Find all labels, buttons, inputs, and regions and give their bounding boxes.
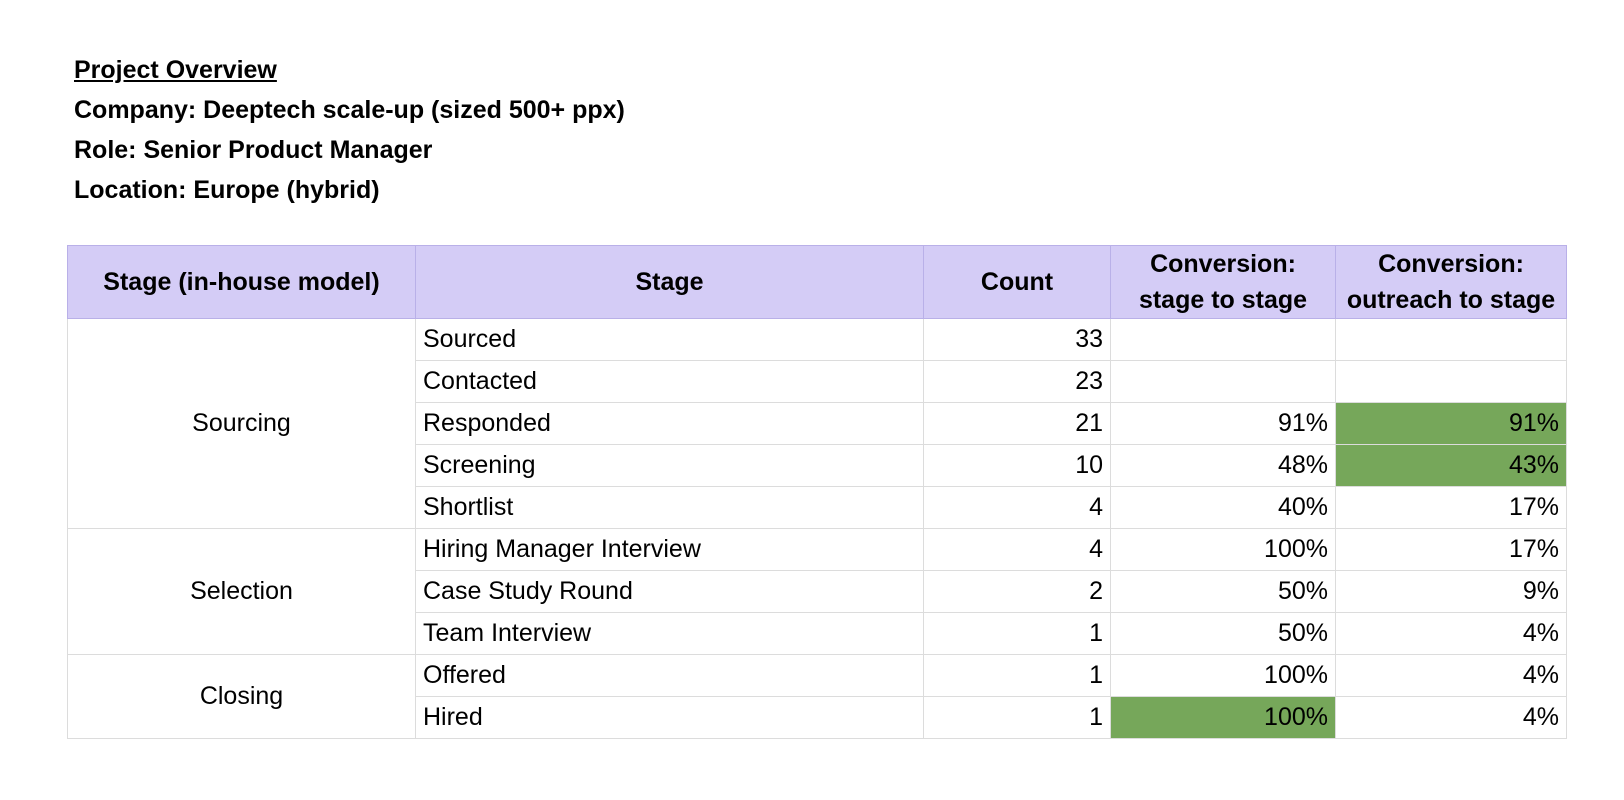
stage-cell[interactable]: Hiring Manager Interview [415,528,924,571]
count-cell[interactable]: 1 [923,612,1111,655]
table-row: Selection Hiring Manager Interview 4 100… [67,528,1567,655]
group-closing[interactable]: Closing [67,654,416,739]
stage-conv-cell[interactable] [1110,318,1336,361]
outreach-conv-cell[interactable]: 4% [1335,612,1567,655]
count-cell[interactable]: 33 [923,318,1111,361]
table-row: Screening 10 48% 43% [68,444,1567,487]
outreach-conv-cell[interactable] [1335,360,1567,403]
table-row: Case Study Round 2 50% 9% [68,570,1567,613]
stage-conv-cell[interactable]: 100% [1110,528,1336,571]
count-cell[interactable]: 23 [923,360,1111,403]
stage-cell[interactable]: Contacted [415,360,924,403]
table-row: Sourcing Sourced 33 [67,318,1567,529]
table-row: Closing Offered 1 100% 4% [67,654,1567,739]
outreach-conv-cell[interactable]: 17% [1335,486,1567,529]
project-overview: Project Overview Company: Deeptech scale… [74,50,625,210]
stage-cell[interactable]: Shortlist [415,486,924,529]
stage-conv-cell[interactable]: 50% [1110,570,1336,613]
outreach-conv-cell[interactable] [1335,318,1567,361]
count-cell[interactable]: 1 [923,696,1111,739]
stage-conv-cell[interactable]: 48% [1110,444,1336,487]
stage-cell[interactable]: Screening [415,444,924,487]
outreach-conv-cell[interactable]: 4% [1335,696,1567,739]
header-stage[interactable]: Stage [415,245,924,319]
header-conv-stage-line2: stage to stage [1138,286,1308,314]
table-row: Hired 1 100% 4% [68,696,1567,739]
count-cell[interactable]: 4 [923,528,1111,571]
header-row: Stage (in-house model) Stage Count Conve… [67,245,1567,319]
table-row: Shortlist 4 40% 17% [68,486,1567,529]
count-cell[interactable]: 10 [923,444,1111,487]
table-row: Team Interview 1 50% 4% [68,612,1567,655]
header-model-stage[interactable]: Stage (in-house model) [67,245,416,319]
stage-cell[interactable]: Hired [415,696,924,739]
header-conv-outreach[interactable]: Conversion: outreach to stage [1335,245,1567,319]
group-selection[interactable]: Selection [67,528,416,655]
stage-conv-cell[interactable]: 40% [1110,486,1336,529]
count-cell[interactable]: 1 [923,654,1111,697]
table-row: Contacted 23 [68,360,1567,403]
header-conv-stage[interactable]: Conversion: stage to stage [1110,245,1336,319]
count-cell[interactable]: 4 [923,486,1111,529]
outreach-conv-cell[interactable]: 9% [1335,570,1567,613]
stage-cell[interactable]: Sourced [415,318,924,361]
stage-conv-cell[interactable]: 100% [1110,696,1336,739]
stage-cell[interactable]: Case Study Round [415,570,924,613]
stage-conv-cell[interactable]: 100% [1110,654,1336,697]
stage-conv-cell[interactable] [1110,360,1336,403]
overview-title: Project Overview [74,56,277,84]
header-conv-outreach-line2: outreach to stage [1346,286,1556,314]
stage-cell[interactable]: Responded [415,402,924,445]
role-line: Role: Senior Product Manager [74,136,433,164]
company-line: Company: Deeptech scale-up (sized 500+ p… [74,96,625,124]
stage-conv-cell[interactable]: 91% [1110,402,1336,445]
stage-cell[interactable]: Offered [415,654,924,697]
location-line: Location: Europe (hybrid) [74,176,380,204]
header-conv-stage-line1: Conversion: [1150,250,1296,278]
outreach-conv-cell[interactable]: 4% [1335,654,1567,697]
header-count[interactable]: Count [923,245,1111,319]
group-sourcing[interactable]: Sourcing [67,318,416,529]
outreach-conv-cell[interactable]: 17% [1335,528,1567,571]
count-cell[interactable]: 21 [923,402,1111,445]
outreach-conv-cell[interactable]: 43% [1335,444,1567,487]
count-cell[interactable]: 2 [923,570,1111,613]
stage-conv-cell[interactable]: 50% [1110,612,1336,655]
stage-cell[interactable]: Team Interview [415,612,924,655]
outreach-conv-cell[interactable]: 91% [1335,402,1567,445]
header-conv-outreach-line1: Conversion: [1378,250,1524,278]
pipeline-table: Stage (in-house model) Stage Count Conve… [67,245,1567,739]
